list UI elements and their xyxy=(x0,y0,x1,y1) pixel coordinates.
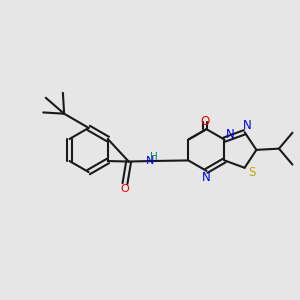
Text: N: N xyxy=(202,171,210,184)
Text: S: S xyxy=(248,166,255,179)
Text: O: O xyxy=(121,184,129,194)
Text: N: N xyxy=(243,119,251,132)
Text: N: N xyxy=(146,156,154,166)
Text: N: N xyxy=(226,128,234,141)
Text: O: O xyxy=(201,115,210,128)
Text: H: H xyxy=(150,152,158,162)
